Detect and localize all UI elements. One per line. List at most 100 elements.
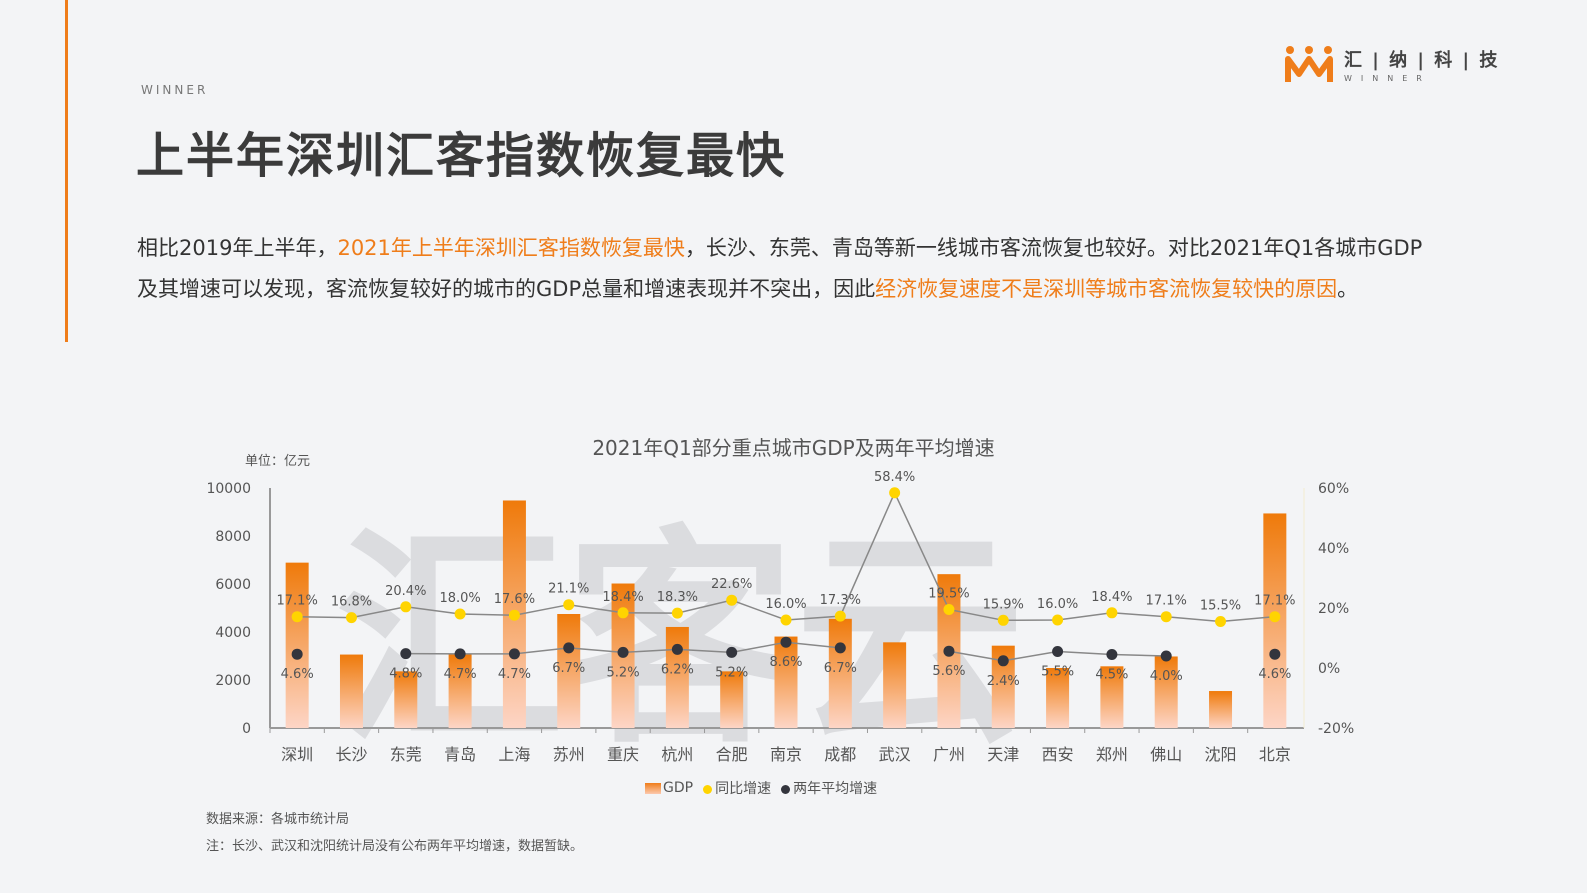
data-label: 16.8%: [331, 595, 372, 610]
x-tick-label: 郑州: [1096, 745, 1128, 764]
highlight-text: 2021年上半年深圳汇客指数恢复最快: [337, 236, 685, 260]
x-tick-label: 西安: [1042, 745, 1074, 764]
avg-point: [1269, 648, 1281, 660]
data-label: 18.0%: [439, 591, 480, 606]
right-tick-label: 60%: [1318, 481, 1349, 497]
unit-label: 单位：亿元: [245, 454, 311, 469]
yoy-point: [345, 612, 357, 624]
data-label: 16.0%: [1037, 597, 1078, 612]
data-label: 15.9%: [983, 597, 1024, 612]
gdp-bar: [828, 618, 852, 728]
avg-point: [563, 642, 575, 654]
avg-point: [834, 642, 846, 654]
gdp-bar: [1154, 656, 1178, 728]
data-label: 17.1%: [1254, 594, 1295, 609]
gdp-bar: [1046, 668, 1070, 728]
data-label: 17.6%: [494, 592, 535, 607]
avg-point: [508, 648, 520, 660]
gdp-bar: [991, 645, 1015, 728]
data-label: 8.6%: [769, 655, 802, 670]
x-tick-label: 佛山: [1150, 745, 1182, 764]
yoy-point: [671, 607, 683, 619]
dot-icon: [781, 784, 791, 794]
data-label: 4.6%: [1258, 667, 1291, 682]
avg-point: [943, 645, 955, 657]
avg-point: [454, 648, 466, 660]
data-label: 18.3%: [657, 590, 698, 605]
gdp-bar: [665, 626, 689, 728]
x-tick-label: 青岛: [444, 745, 476, 764]
data-label: 5.2%: [607, 665, 640, 680]
highlight-text: 经济恢复速度不是深圳等城市客流恢复较快的原因: [875, 277, 1338, 301]
data-source: 数据来源：各城市统计局: [206, 812, 350, 827]
data-label: 4.7%: [498, 667, 531, 682]
x-tick-label: 上海: [498, 745, 530, 764]
x-tick-label: 武汉: [879, 745, 911, 764]
body-text: ，长沙、东莞、青岛等新一线城市客流恢复也较好。对比2021年Q1各城市GDP及其…: [137, 236, 1423, 301]
avg-point: [400, 648, 412, 660]
legend-avg: 两年平均增速: [781, 778, 877, 798]
chart-title: 2021年Q1部分重点城市GDP及两年平均增速: [592, 436, 995, 460]
avg-point: [1052, 646, 1064, 657]
avg-point: [726, 646, 738, 658]
legend-gdp: GDP: [645, 780, 693, 796]
x-tick-label: 杭州: [661, 745, 693, 764]
chart-legend: GDP 同比增速 两年平均增速: [645, 778, 877, 798]
avg-point: [291, 648, 303, 660]
gdp-bar: [1100, 666, 1124, 728]
data-label: 2.4%: [987, 674, 1020, 689]
summary-paragraph: 相比2019年上半年，2021年上半年深圳汇客指数恢复最快，长沙、东莞、青岛等新…: [137, 228, 1427, 310]
x-tick-label: 合肥: [716, 745, 748, 764]
data-label: 20.4%: [385, 584, 426, 599]
x-tick-label: 深圳: [281, 745, 313, 764]
right-tick-label: 40%: [1318, 541, 1349, 557]
data-label: 17.1%: [1146, 594, 1187, 609]
data-label: 16.0%: [765, 597, 806, 612]
gdp-bar: [774, 636, 798, 728]
data-label: 18.4%: [1091, 590, 1132, 605]
data-label: 15.5%: [1200, 599, 1241, 614]
data-label: 18.4%: [602, 590, 643, 605]
yoy-point: [889, 487, 901, 499]
yoy-point: [1160, 611, 1172, 623]
yoy-point: [291, 611, 303, 623]
data-label: 5.6%: [932, 664, 965, 679]
body-text: 相比2019年上半年，: [137, 236, 338, 260]
gdp-bar: [285, 562, 309, 728]
gdp-bar: [1209, 691, 1233, 728]
avg-point: [1106, 649, 1118, 660]
gdp-bar: [883, 642, 907, 728]
yoy-point: [943, 604, 955, 615]
brand-label: WINNER: [141, 83, 209, 97]
x-tick-label: 长沙: [335, 745, 367, 764]
data-label: 6.7%: [552, 661, 585, 676]
gdp-bar: [720, 671, 744, 728]
yoy-point: [1215, 616, 1227, 627]
company-logo: 汇 | 纳 | 科 | 技 WINNER: [1284, 44, 1499, 84]
gdp-bar: [394, 671, 418, 728]
gdp-bar: [557, 614, 581, 728]
data-label: 22.6%: [711, 577, 752, 592]
legend-yoy: 同比增速: [703, 778, 771, 798]
data-label: 17.3%: [820, 593, 861, 608]
yoy-point: [780, 614, 792, 626]
logo-text-cn: 汇 | 纳 | 科 | 技: [1344, 49, 1500, 71]
gdp-bar: [339, 654, 363, 728]
logo-text-en: WINNER: [1344, 73, 1431, 83]
data-label: 4.0%: [1150, 669, 1183, 684]
x-tick-label: 成都: [824, 745, 856, 764]
x-tick-label: 苏州: [553, 745, 585, 764]
left-tick-label: 8000: [215, 529, 251, 545]
logo-icon: [1285, 46, 1333, 82]
right-tick-label: -20%: [1318, 721, 1354, 737]
data-label: 58.4%: [874, 470, 915, 485]
yoy-point: [1106, 607, 1118, 619]
data-label: 4.5%: [1095, 668, 1128, 683]
x-tick-label: 重庆: [607, 745, 639, 764]
data-label: 6.7%: [824, 661, 857, 676]
data-label: 6.2%: [661, 662, 694, 677]
x-tick-label: 北京: [1259, 745, 1291, 764]
avg-point: [780, 636, 792, 648]
yoy-point: [563, 599, 575, 611]
